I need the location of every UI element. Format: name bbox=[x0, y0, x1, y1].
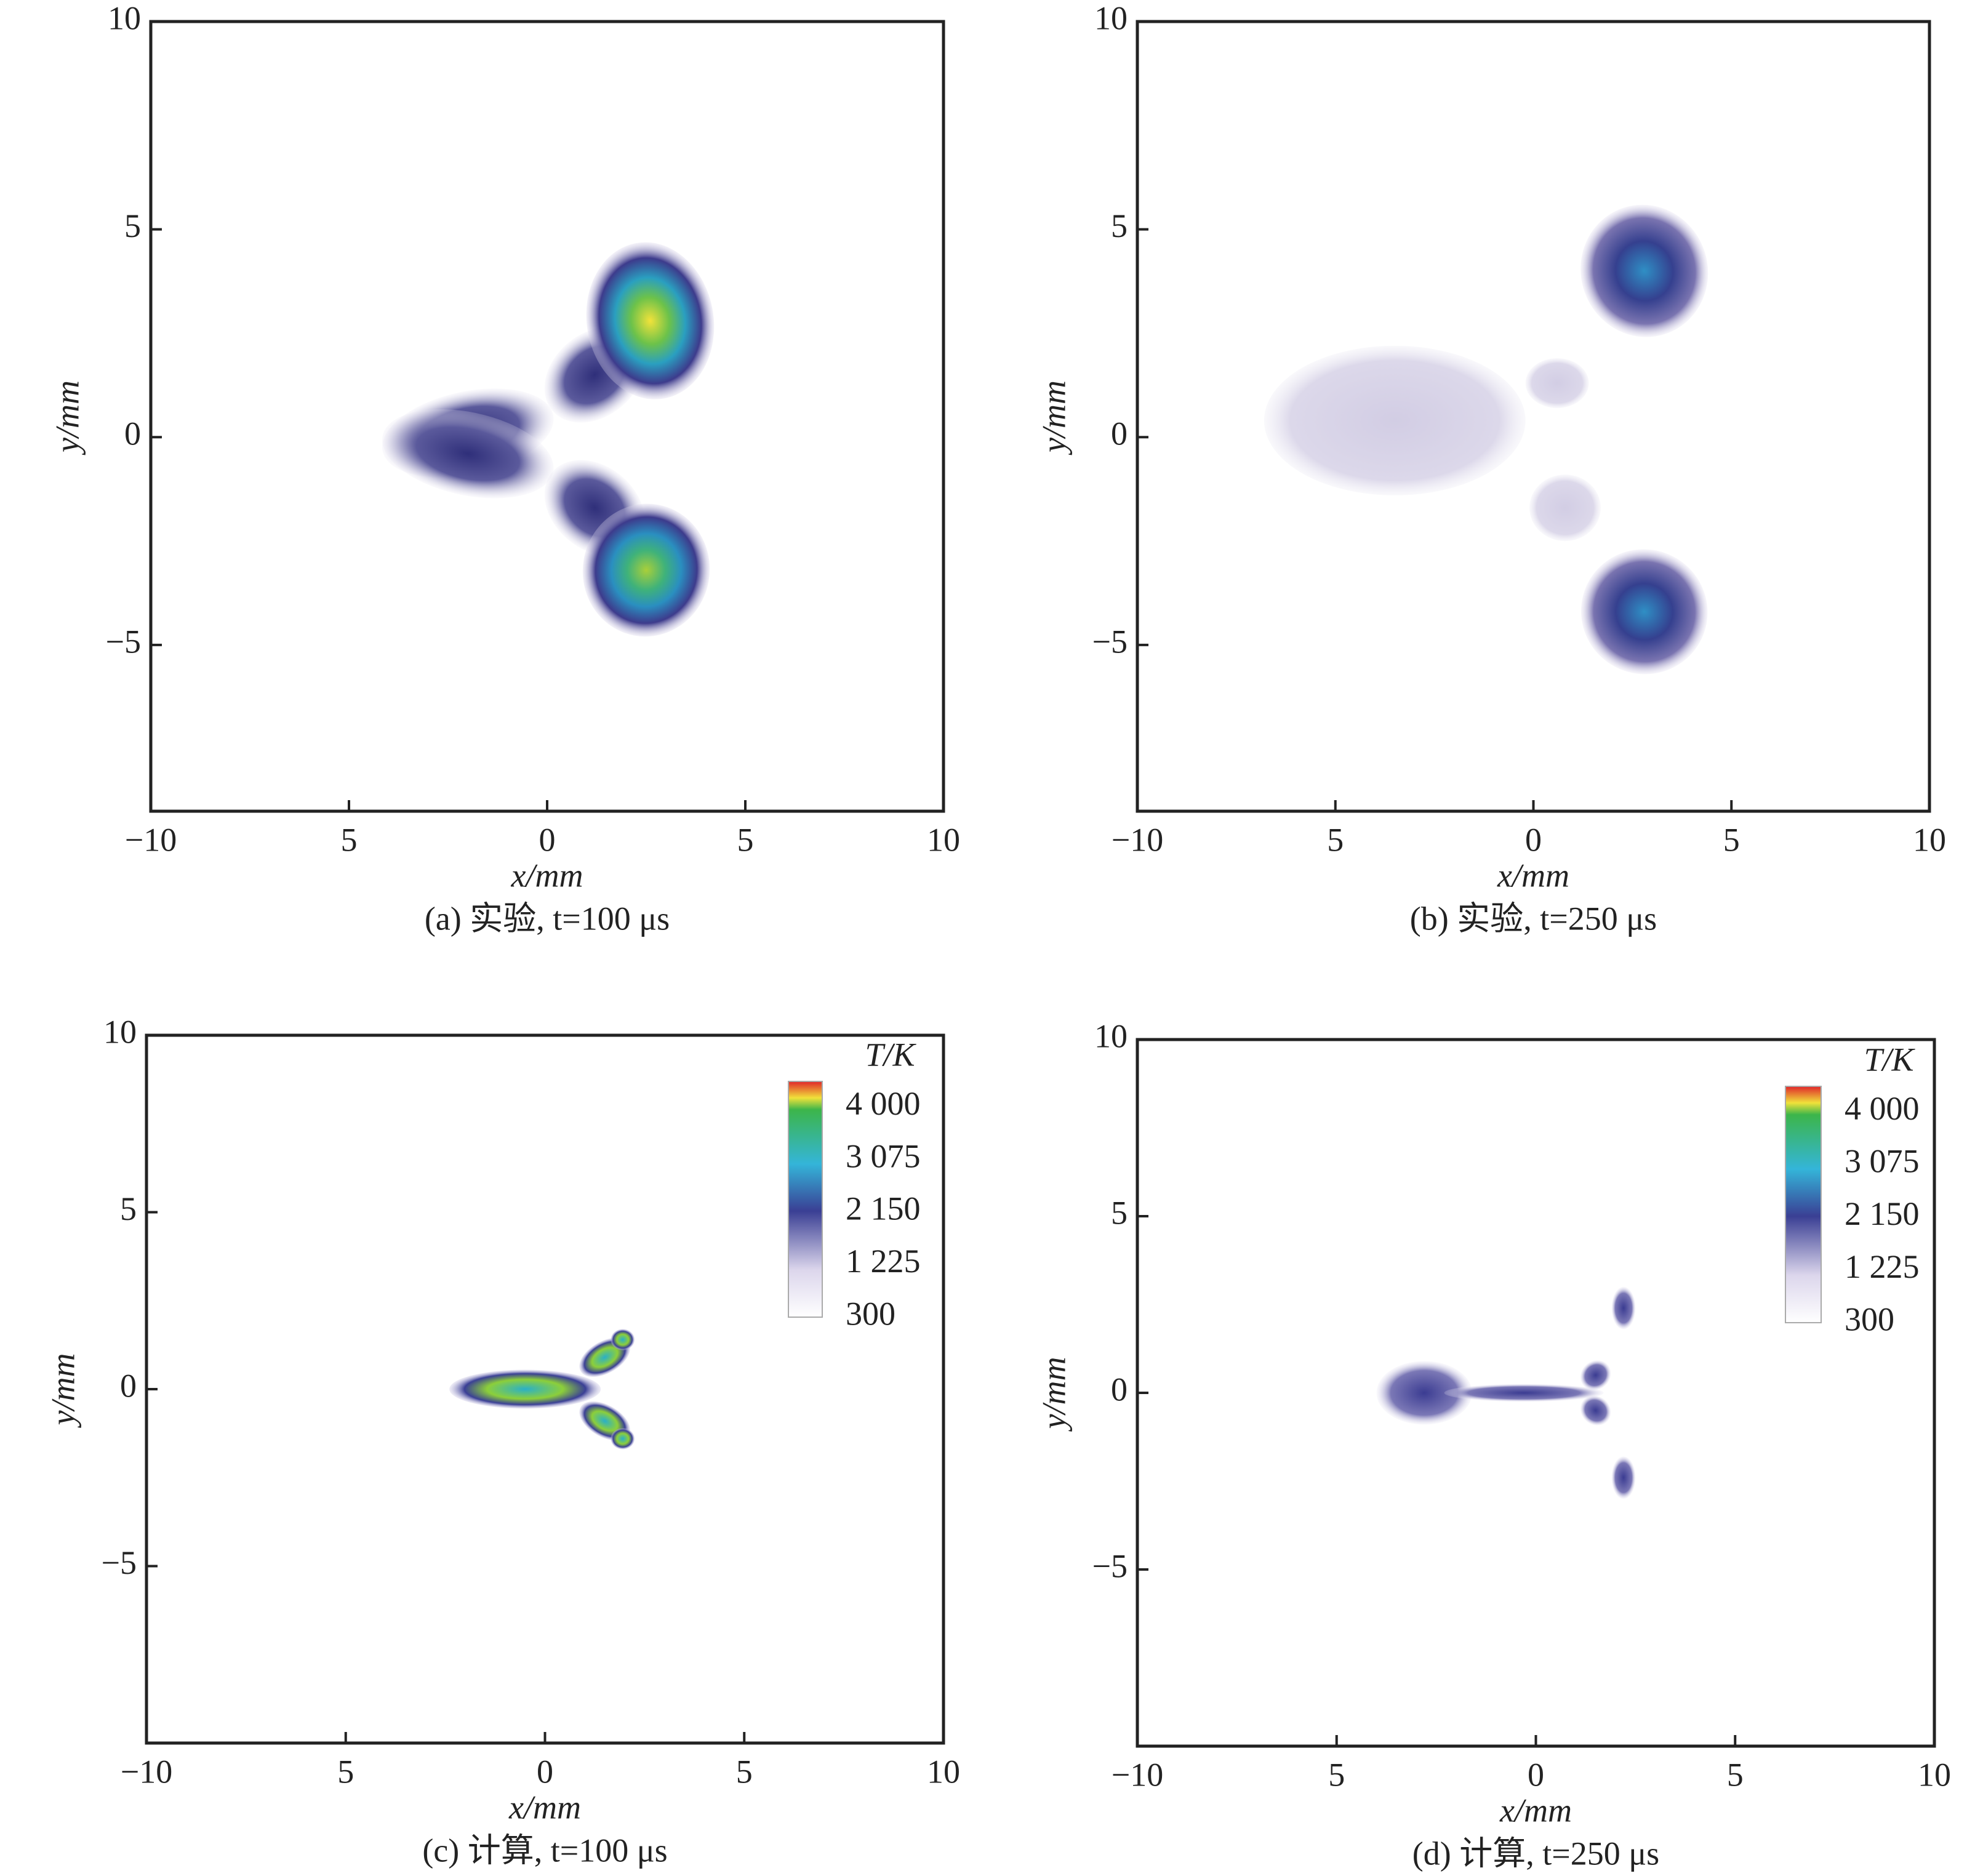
x-tick-label: 5 bbox=[1327, 821, 1344, 858]
y-tick-label: 0 bbox=[1111, 415, 1128, 452]
y-tick-label: 10 bbox=[108, 0, 141, 36]
x-tick-label: 10 bbox=[1918, 1756, 1951, 1793]
colorbar-tick-label: 3 075 bbox=[846, 1137, 921, 1174]
y-tick-label: 0 bbox=[124, 415, 141, 452]
colorbar-tick-label: 2 150 bbox=[1845, 1195, 1920, 1232]
field-region bbox=[1580, 204, 1709, 337]
x-tick-label: 10 bbox=[1913, 821, 1946, 858]
panel: −10 5 0 5 10 −5 0 5 10 x/mm y/mm (b) 实验, t=250 μs bbox=[1035, 0, 1946, 937]
colorbar-tick-label: 1 225 bbox=[846, 1243, 921, 1280]
x-tick-label: 10 bbox=[927, 1753, 960, 1790]
field-region bbox=[582, 503, 710, 637]
colorbar-tick-label: 3 075 bbox=[1845, 1143, 1920, 1180]
x-tick-label: 0 bbox=[1528, 1756, 1544, 1793]
panel-caption: (d) 计算, t=250 μs bbox=[1412, 1835, 1659, 1872]
y-axis-label: y/mm bbox=[1035, 380, 1072, 455]
x-tick-label: 0 bbox=[537, 1753, 553, 1790]
colorbar-tick-label: 300 bbox=[846, 1295, 895, 1332]
panel-caption: (a) 实验, t=100 μs bbox=[425, 900, 670, 937]
panel-caption: (c) 计算, t=100 μs bbox=[422, 1832, 667, 1869]
colorbar bbox=[1785, 1086, 1822, 1323]
field-region bbox=[382, 409, 554, 499]
x-tick-label: −10 bbox=[121, 1753, 172, 1790]
y-tick-label: 10 bbox=[103, 1013, 137, 1050]
colorbar-title: T/K bbox=[1864, 1041, 1915, 1078]
y-tick-label: 5 bbox=[1111, 1194, 1128, 1231]
x-tick-label: 5 bbox=[736, 1753, 753, 1790]
x-tick-label: −10 bbox=[1112, 821, 1163, 858]
colorbar-tick-label: 2 150 bbox=[846, 1190, 921, 1227]
panel-caption: (b) 实验, t=250 μs bbox=[1410, 900, 1657, 937]
x-tick-label: −10 bbox=[125, 821, 177, 858]
x-tick-label: 5 bbox=[1727, 1756, 1744, 1793]
colorbar bbox=[788, 1081, 823, 1318]
x-tick-label: 5 bbox=[1328, 1756, 1345, 1793]
field-region bbox=[1611, 1456, 1636, 1499]
field-region bbox=[611, 1428, 635, 1449]
y-tick-label: 10 bbox=[1094, 0, 1128, 36]
field-region bbox=[1376, 1361, 1472, 1425]
field-region bbox=[1264, 345, 1526, 495]
field-region bbox=[1611, 1286, 1636, 1329]
colorbar-tick-label: 4 000 bbox=[1845, 1090, 1920, 1127]
colorbar-tick-label: 4 000 bbox=[846, 1085, 921, 1122]
colorbar-title: T/K bbox=[865, 1036, 916, 1073]
x-tick-label: 5 bbox=[1723, 821, 1740, 858]
panel: −10 5 0 5 10 −5 0 5 10 x/mm y/mm (d) 计算, t=250 μs T/… bbox=[1035, 1017, 1951, 1872]
field-region bbox=[611, 1329, 635, 1350]
field-region bbox=[586, 242, 715, 399]
panel: −10 5 0 5 10 −5 0 5 10 x/mm y/mm (a) 实验, t=100 μs bbox=[49, 0, 960, 937]
y-tick-label: 5 bbox=[120, 1190, 137, 1227]
y-tick-label: −5 bbox=[106, 623, 141, 660]
field-region bbox=[1580, 549, 1708, 675]
y-tick-label: −5 bbox=[1092, 1547, 1128, 1584]
x-axis-label: x/mm bbox=[511, 857, 583, 894]
field-region bbox=[1444, 1384, 1604, 1402]
x-axis-label: x/mm bbox=[1497, 857, 1569, 894]
colorbar-tick-label: 1 225 bbox=[1845, 1248, 1920, 1285]
y-axis-label: y/mm bbox=[1035, 1357, 1072, 1432]
y-tick-label: 0 bbox=[120, 1367, 137, 1404]
x-axis-label: x/mm bbox=[508, 1789, 581, 1826]
x-tick-label: 5 bbox=[337, 1753, 354, 1790]
y-axis-label: y/mm bbox=[49, 380, 86, 455]
y-tick-label: 5 bbox=[124, 207, 141, 244]
plot-frame bbox=[1136, 20, 1931, 813]
field-region bbox=[1580, 1360, 1611, 1390]
y-tick-label: −5 bbox=[102, 1544, 137, 1581]
field-region bbox=[1529, 475, 1601, 542]
field-region bbox=[449, 1369, 601, 1409]
panel: −10 5 0 5 10 −5 0 5 10 x/mm y/mm (c) 计算, t=100 μs T/… bbox=[44, 1013, 960, 1869]
y-tick-label: 5 bbox=[1111, 207, 1128, 244]
x-tick-label: 0 bbox=[539, 821, 556, 858]
y-tick-label: 0 bbox=[1111, 1371, 1128, 1408]
colorbar-tick-label: 300 bbox=[1845, 1301, 1894, 1337]
x-tick-label: 5 bbox=[737, 821, 754, 858]
y-tick-label: −5 bbox=[1092, 623, 1128, 660]
y-tick-label: 10 bbox=[1094, 1017, 1128, 1054]
field-region bbox=[1580, 1395, 1611, 1425]
x-tick-label: −10 bbox=[1112, 1756, 1163, 1793]
y-axis-label: y/mm bbox=[44, 1353, 81, 1429]
x-tick-label: 5 bbox=[341, 821, 358, 858]
x-tick-label: 10 bbox=[927, 821, 960, 858]
field-region bbox=[1525, 358, 1589, 408]
x-axis-label: x/mm bbox=[1499, 1792, 1572, 1829]
x-tick-label: 0 bbox=[1525, 821, 1542, 858]
